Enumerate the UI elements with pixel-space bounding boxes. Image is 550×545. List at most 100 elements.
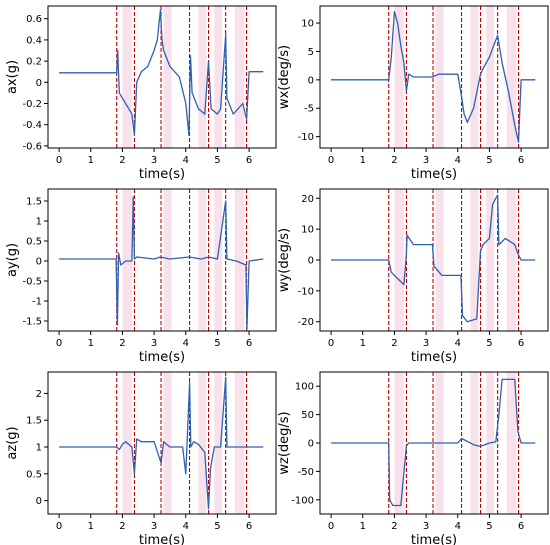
shade-span-0: [122, 6, 132, 148]
series-line-wx: [331, 11, 536, 143]
y-axis-label: ax(g): [5, 60, 20, 94]
x-tick-label: 4: [183, 155, 189, 166]
x-tick-label: 1: [88, 155, 94, 166]
y-tick-label: -0.6: [22, 141, 42, 152]
y-tick-label: 0: [36, 257, 42, 268]
x-tick-label: 1: [360, 338, 366, 349]
shade-span-1: [163, 6, 172, 148]
shade-span-0: [122, 189, 132, 331]
y-tick-label: 1.5: [26, 197, 42, 208]
series-line-az: [59, 376, 264, 510]
shade-span-2: [198, 372, 207, 514]
shade-span-2: [470, 189, 479, 331]
x-tick-label: 2: [119, 338, 125, 349]
shade-span-4: [234, 189, 245, 331]
x-tick-label: 0: [328, 155, 334, 166]
y-tick-label: 10: [301, 19, 314, 30]
y-tick-label: 0.4: [26, 35, 42, 46]
x-tick-label: 5: [214, 338, 220, 349]
x-axis-label: time(s): [139, 350, 185, 365]
series-line-ax: [59, 9, 264, 136]
x-tick-label: 5: [486, 155, 492, 166]
panel-wx: 0 1 2 3 4 5 6 -10 -5 0 5 10 time(s) wx(deg/s): [277, 5, 549, 182]
y-tick-label: 0: [308, 439, 314, 450]
x-axis-label: time(s): [411, 350, 457, 365]
x-tick-label: 0: [56, 521, 62, 532]
shade-span-4: [506, 6, 517, 148]
panel-ay: 0 1 2 3 4 5 6 -1.5 -1 -0.5 0 0.5 1 1.5 time(s) ay(g): [5, 188, 277, 365]
y-tick-label: 1.5: [26, 416, 42, 427]
y-tick-label: -10: [298, 286, 314, 297]
plot-frame: [47, 371, 277, 515]
x-tick-label: 4: [455, 155, 461, 166]
y-tick-label: 0: [36, 78, 42, 89]
y-axis-label: az(g): [5, 426, 20, 459]
x-tick-label: 6: [246, 155, 252, 166]
shade-span-3: [486, 189, 495, 331]
x-tick-label: 2: [119, 155, 125, 166]
shade-span-1: [435, 6, 444, 148]
x-tick-label: 0: [328, 521, 334, 532]
shade-span-1: [163, 372, 172, 514]
y-tick-label: -0.2: [22, 99, 42, 110]
y-tick-label: -0.4: [22, 120, 42, 131]
x-axis-label: time(s): [139, 167, 185, 182]
y-tick-label: 0: [308, 75, 314, 86]
shade-span-2: [198, 189, 207, 331]
x-axis-label: time(s): [411, 533, 457, 545]
x-tick-label: 2: [391, 521, 397, 532]
x-tick-label: 6: [246, 521, 252, 532]
x-tick-label: 6: [518, 338, 524, 349]
x-tick-label: 6: [518, 521, 524, 532]
x-tick-label: 3: [151, 521, 157, 532]
x-tick-label: 3: [151, 155, 157, 166]
y-tick-label: 1: [36, 443, 42, 454]
y-tick-label: -100: [291, 495, 314, 506]
y-tick-label: 0.2: [26, 57, 42, 68]
shade-span-3: [214, 189, 223, 331]
y-tick-label: 100: [295, 382, 314, 393]
panel-wz: 0 1 2 3 4 5 6 -100 -50 0 50 100 time(s) wz(deg/s): [277, 371, 549, 545]
y-tick-label: -5: [304, 104, 314, 115]
y-tick-label: -10: [298, 132, 314, 143]
x-tick-label: 0: [56, 338, 62, 349]
x-tick-label: 3: [423, 155, 429, 166]
y-axis-label: wx(deg/s): [277, 45, 292, 109]
shade-span-3: [214, 6, 223, 148]
y-tick-label: 5: [308, 47, 314, 58]
shade-span-3: [486, 6, 495, 148]
panel-ax: 0 1 2 3 4 5 6 -0.6 -0.4 -0.2 0 0.2 0.4 0.6 time(s) ax(g…: [5, 5, 277, 182]
shade-span-0: [394, 189, 404, 331]
y-tick-label: -0.5: [22, 277, 42, 288]
shade-span-2: [198, 6, 207, 148]
y-tick-label: -50: [298, 467, 314, 478]
x-tick-label: 2: [391, 155, 397, 166]
series-line-ay: [59, 196, 264, 330]
x-tick-label: 5: [214, 521, 220, 532]
y-tick-label: 50: [301, 410, 314, 421]
y-tick-label: -1: [32, 297, 42, 308]
x-tick-label: 4: [183, 338, 189, 349]
shade-span-4: [506, 189, 517, 331]
x-tick-label: 1: [88, 521, 94, 532]
shade-span-2: [470, 372, 479, 514]
shade-span-4: [506, 372, 517, 514]
x-tick-label: 3: [151, 338, 157, 349]
x-tick-label: 4: [455, 338, 461, 349]
plot-frame: [47, 5, 277, 149]
x-axis-label: time(s): [139, 533, 185, 545]
y-axis-label: wy(deg/s): [277, 228, 292, 292]
plot-frame: [319, 5, 549, 149]
x-tick-label: 0: [56, 155, 62, 166]
x-tick-label: 3: [423, 338, 429, 349]
x-axis-label: time(s): [411, 167, 457, 182]
y-tick-label: 0.5: [26, 237, 42, 248]
shade-span-3: [214, 372, 223, 514]
shade-span-1: [435, 189, 444, 331]
x-tick-label: 6: [246, 338, 252, 349]
x-tick-label: 5: [214, 155, 220, 166]
x-tick-label: 2: [391, 338, 397, 349]
series-line-wz: [331, 378, 536, 507]
y-tick-label: 2: [36, 389, 42, 400]
